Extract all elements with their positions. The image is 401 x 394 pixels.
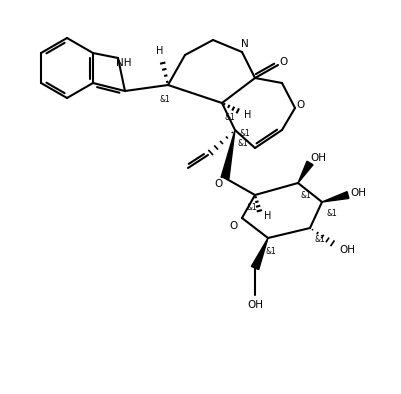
- Text: H: H: [263, 211, 271, 221]
- Text: &1: &1: [326, 210, 336, 219]
- Text: &1: &1: [224, 113, 235, 121]
- Text: OH: OH: [349, 188, 365, 198]
- Text: &1: &1: [300, 191, 311, 199]
- Polygon shape: [297, 161, 312, 183]
- Text: &1: &1: [159, 95, 170, 104]
- Text: O: O: [215, 179, 223, 189]
- Text: OH: OH: [246, 300, 262, 310]
- Text: NH: NH: [116, 58, 132, 68]
- Text: H: H: [244, 110, 251, 120]
- Text: &1: &1: [265, 247, 276, 255]
- Polygon shape: [251, 238, 267, 269]
- Text: O: O: [229, 221, 237, 231]
- Polygon shape: [321, 191, 348, 202]
- Text: &1: &1: [246, 203, 257, 212]
- Text: OH: OH: [338, 245, 354, 255]
- Text: N: N: [241, 39, 248, 49]
- Text: &1: &1: [314, 236, 324, 245]
- Text: OH: OH: [309, 153, 325, 163]
- Text: O: O: [279, 57, 288, 67]
- Text: O: O: [296, 100, 304, 110]
- Text: H: H: [156, 46, 163, 56]
- Text: &1: &1: [239, 128, 250, 138]
- Polygon shape: [221, 130, 235, 179]
- Text: &1: &1: [237, 139, 248, 147]
